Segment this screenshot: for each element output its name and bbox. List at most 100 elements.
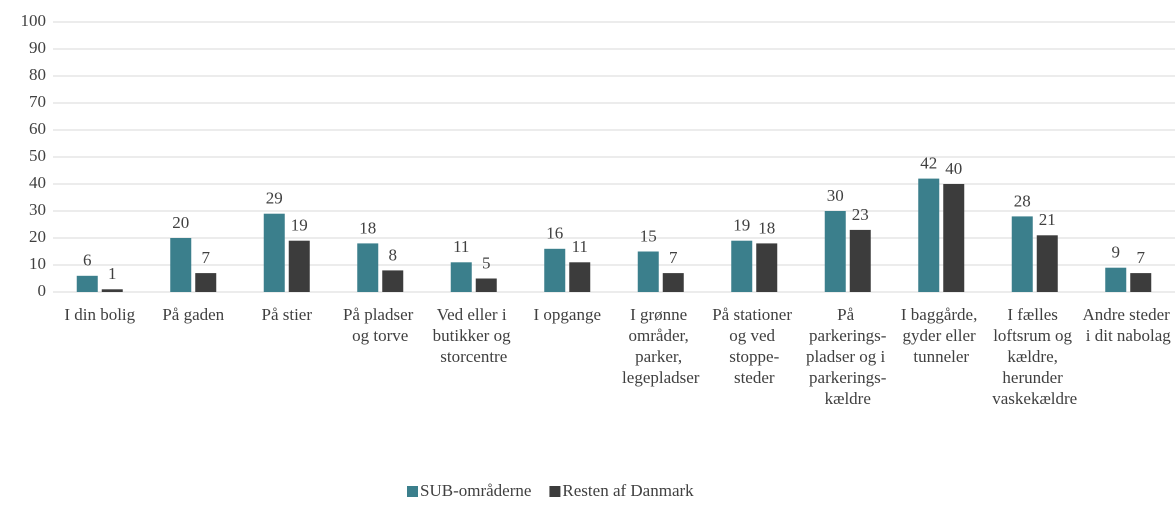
x-tick-label: I fælles loftsrum og kældre, herunder va… <box>992 305 1077 408</box>
x-tick-label: Andre steder i dit nabolag <box>1082 305 1174 345</box>
label-line: Andre steder <box>1082 305 1174 324</box>
bar <box>569 262 591 292</box>
y-tick-label: 20 <box>29 227 46 246</box>
label-line: herunder <box>1002 368 1067 387</box>
bar <box>450 262 472 292</box>
label-line: pladser og i <box>806 347 890 366</box>
label-line: Ved eller i <box>437 305 511 324</box>
label-line: og ved <box>729 326 779 345</box>
bar <box>544 248 566 292</box>
x-tick-label: Ved eller i butikker og storcentre <box>433 305 515 366</box>
data-label: 18 <box>758 218 775 237</box>
label-line: gyder eller <box>903 326 980 345</box>
data-label: 16 <box>546 224 563 243</box>
legend-label: Resten af Danmark <box>562 481 694 500</box>
data-label: 23 <box>852 205 869 224</box>
data-label: 7 <box>202 248 211 267</box>
label-line: parkerings- <box>809 368 887 387</box>
data-label: 40 <box>945 159 962 178</box>
bar <box>637 251 659 292</box>
data-label: 29 <box>266 189 283 208</box>
data-label: 19 <box>733 216 750 235</box>
bar <box>943 184 965 292</box>
bar <box>76 275 98 292</box>
y-tick-label: 50 <box>29 146 46 165</box>
label-line: På pladser <box>343 305 418 324</box>
data-label: 20 <box>172 213 189 232</box>
bar <box>263 213 285 292</box>
x-tick-label: På stier <box>261 305 312 324</box>
bar <box>662 273 684 292</box>
data-label: 6 <box>83 251 92 270</box>
y-tick-label: 60 <box>29 119 46 138</box>
data-label: 19 <box>291 216 308 235</box>
label-line: storcentre <box>440 347 507 366</box>
data-label: 30 <box>827 186 844 205</box>
y-tick-label: 0 <box>38 281 47 300</box>
label-line: loftsrum og <box>993 326 1076 345</box>
label-line: På stationer <box>712 305 796 324</box>
x-tick-label: På gaden <box>162 305 224 324</box>
bar <box>918 178 940 292</box>
label-line: områder, <box>629 326 693 345</box>
label-line: I baggårde, <box>901 305 982 324</box>
label-line: parkerings- <box>809 326 887 345</box>
bar <box>101 289 123 292</box>
bar <box>195 273 217 292</box>
label-line: I grønne <box>630 305 691 324</box>
x-tick-label: I opgange <box>533 305 601 324</box>
y-tick-label: 80 <box>29 65 46 84</box>
label-line: og torve <box>352 326 408 345</box>
label-line: legepladser <box>622 368 700 387</box>
bar <box>731 240 753 292</box>
y-tick-label: 40 <box>29 173 46 192</box>
y-tick-label: 90 <box>29 38 46 57</box>
data-label: 9 <box>1112 243 1121 262</box>
bar <box>756 243 778 292</box>
legend-swatch <box>549 486 561 497</box>
x-tick-label: I baggårde, gyder eller tunneler <box>901 305 982 366</box>
label-line: kældre <box>825 389 871 408</box>
legend-swatch <box>407 486 418 497</box>
x-tick-label: I din bolig <box>64 305 135 324</box>
data-label: 11 <box>572 237 588 256</box>
label-line: På <box>837 305 858 324</box>
y-tick-label: 70 <box>29 92 46 111</box>
label-line: I fælles <box>1007 305 1062 324</box>
data-label: 21 <box>1039 210 1056 229</box>
data-label: 42 <box>920 154 937 173</box>
bar <box>382 270 404 292</box>
label-line: På stier <box>261 305 312 324</box>
label-line: vaskekældre <box>992 389 1077 408</box>
bar <box>1105 267 1127 292</box>
bar <box>1130 273 1152 292</box>
y-tick-label: 100 <box>21 11 47 30</box>
data-label: 8 <box>389 245 398 264</box>
bar <box>288 240 310 292</box>
bar <box>1036 235 1058 292</box>
x-tick-label: På parkerings-pladser og i parkerings-kæ… <box>806 305 890 408</box>
legend-label: SUB-områderne <box>420 481 531 500</box>
label-line: butikker og <box>433 326 515 345</box>
bar <box>170 238 192 292</box>
x-tick-label: I grønne områder, parker, legepladser <box>622 305 700 387</box>
data-label: 1 <box>108 264 117 283</box>
y-tick-label: 10 <box>29 254 46 273</box>
label-line: tunneler <box>913 347 969 366</box>
bar <box>849 229 871 292</box>
bar <box>1011 216 1033 292</box>
bar <box>357 243 379 292</box>
data-label: 11 <box>453 237 469 256</box>
bar <box>475 278 497 292</box>
x-tick-label: På stationer og ved stoppe-steder <box>712 305 796 387</box>
y-tick-label: 30 <box>29 200 46 219</box>
label-line: I din bolig <box>64 305 135 324</box>
data-label: 7 <box>1137 248 1146 267</box>
data-label: 7 <box>669 248 678 267</box>
label-line: parker, <box>635 347 686 366</box>
x-tick-label: På pladser og torve <box>343 305 418 345</box>
label-line: i dit nabolag <box>1086 326 1171 345</box>
data-label: 28 <box>1014 191 1031 210</box>
label-line: steder <box>734 368 775 387</box>
